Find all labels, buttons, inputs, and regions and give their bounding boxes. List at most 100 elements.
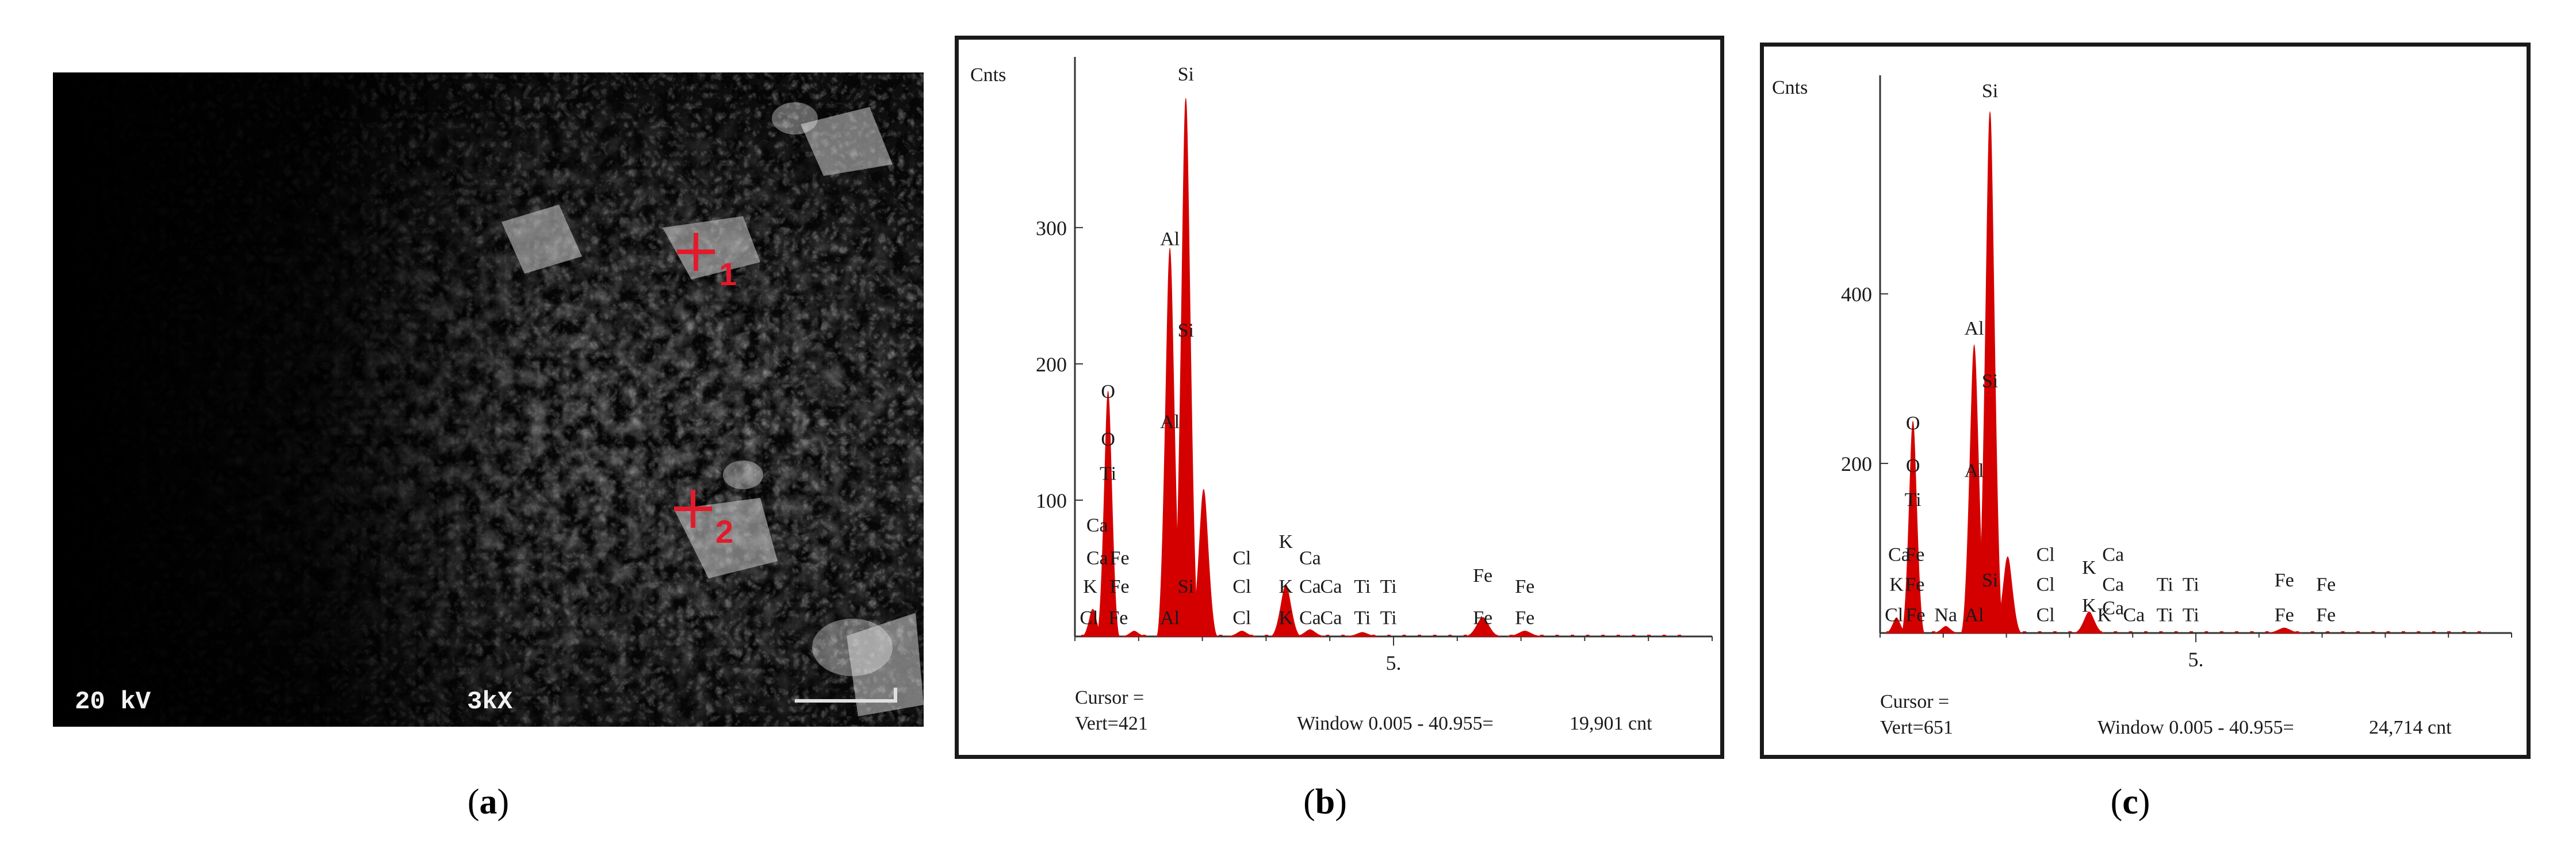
- window-label: Window 0.005 - 40.955=: [1297, 713, 1494, 734]
- element-label: Fe: [1473, 608, 1492, 629]
- element-label: Cl: [2037, 604, 2055, 626]
- element-label: Fe: [1110, 547, 1130, 569]
- eds-spectrum-c: 200 400 Cnts 5. Si Al Si Al O O Ti Ca Fe K Fe Cl Fe Na Al S…: [1760, 43, 2531, 759]
- vert-label: Vert=421: [1075, 713, 1148, 734]
- count-label: 24,714 cnt: [2369, 717, 2452, 738]
- element-label: Ti: [1354, 608, 1371, 629]
- element-label: Al: [1965, 604, 1984, 626]
- element-label: K: [2082, 595, 2096, 616]
- element-label: K: [2097, 604, 2112, 626]
- vert-label: Vert=651: [1880, 717, 1953, 738]
- element-label: Ca: [1086, 515, 1108, 536]
- cursor-label: Cursor =: [1075, 687, 1144, 708]
- spectrum-peak: [1270, 584, 1302, 637]
- element-label: Ca: [2102, 598, 2124, 619]
- sem-micrograph: 1 2 20 kV 3kX: [53, 72, 924, 727]
- element-label: Al: [1965, 461, 1984, 482]
- element-label: Ca: [2102, 544, 2124, 566]
- caption-c: (c): [2110, 782, 2150, 822]
- element-label: Cl: [2037, 544, 2055, 566]
- spectrum-peak: [1122, 631, 1147, 637]
- caption-b: (b): [1303, 782, 1347, 822]
- element-label: Cl: [1885, 604, 1903, 626]
- x-tick-label: 5.: [2188, 648, 2204, 671]
- element-label: Ti: [1905, 489, 1922, 511]
- element-label: K: [1889, 574, 1904, 595]
- point-label-1: 1: [719, 256, 737, 292]
- element-label: Al: [1160, 608, 1180, 629]
- element-label: Ti: [2183, 574, 2199, 595]
- element-label: Fe: [1905, 574, 1924, 595]
- element-label: K: [1279, 608, 1293, 629]
- element-label: Fe: [1905, 604, 1925, 626]
- element-label: Fe: [1108, 608, 1128, 629]
- spectrum-peak: [1096, 390, 1120, 637]
- element-label: Fe: [2316, 574, 2336, 595]
- element-label: O: [1101, 381, 1115, 402]
- y-tick-label: 200: [1841, 452, 1872, 475]
- spectrum-peak: [1189, 489, 1218, 637]
- element-label: K: [1279, 531, 1293, 553]
- x-tick-label: 5.: [1386, 651, 1402, 674]
- element-label: Ti: [2157, 574, 2173, 595]
- spectrum-peak: [1294, 629, 1326, 637]
- spectrum-peak: [1345, 632, 1379, 637]
- element-label: Si: [1982, 570, 1998, 591]
- element-label: Al: [1965, 318, 1984, 339]
- element-label: Fe: [1473, 565, 1492, 586]
- element-label: Al: [1160, 411, 1180, 432]
- element-label: O: [1101, 429, 1115, 450]
- caption-a: (a): [467, 782, 510, 822]
- element-label: Fe: [1515, 608, 1534, 629]
- y-tick-label: 400: [1841, 283, 1872, 306]
- element-label: Ca: [1320, 608, 1342, 629]
- element-label: Ca: [1086, 547, 1108, 569]
- sem-image: 1 2: [53, 72, 924, 727]
- magnification-label: 3kX: [467, 688, 513, 716]
- spectrum-peak: [2266, 627, 2302, 634]
- y-tick-label: 300: [1036, 217, 1067, 240]
- point-marker-2: [674, 490, 712, 528]
- element-label: Fe: [1515, 576, 1534, 597]
- element-label: K: [1083, 576, 1097, 597]
- element-label: Na: [1934, 604, 1957, 626]
- element-label: Si: [1982, 370, 1998, 392]
- element-label: Ca: [1888, 544, 1910, 566]
- element-label: Cl: [2037, 574, 2055, 595]
- element-label: Cl: [1233, 576, 1251, 597]
- element-label: Cl: [1233, 608, 1251, 629]
- spectrum-peak: [1506, 631, 1544, 637]
- element-label: Fe: [2316, 604, 2336, 626]
- element-label: Cl: [1080, 608, 1098, 629]
- element-label: Ca: [1299, 608, 1321, 629]
- element-label: Ti: [2183, 604, 2199, 626]
- element-label: Ti: [1354, 576, 1371, 597]
- point-label-2: 2: [715, 513, 733, 550]
- element-label: Si: [1178, 576, 1194, 597]
- voltage-label: 20 kV: [75, 688, 151, 716]
- element-label: Ca: [1320, 576, 1342, 597]
- count-label: 19,901 cnt: [1570, 713, 1652, 734]
- spectrum-peak: [1976, 111, 2004, 634]
- element-label: K: [1279, 576, 1293, 597]
- window-label: Window 0.005 - 40.955=: [2097, 717, 2294, 738]
- element-label: O: [1906, 413, 1920, 434]
- element-label: Ca: [2123, 604, 2145, 626]
- spectrum-peak: [1933, 626, 1959, 634]
- element-label: Ti: [1380, 576, 1397, 597]
- element-label: Si: [1982, 80, 1998, 102]
- spectrum-peak: [1901, 420, 1925, 634]
- element-label: Si: [1178, 64, 1194, 85]
- element-label: Ti: [2157, 604, 2173, 626]
- element-label: Fe: [1905, 544, 1924, 566]
- element-label: Ca: [2102, 574, 2124, 595]
- element-label: Ca: [1299, 576, 1321, 597]
- spectrum-peak: [1464, 617, 1501, 637]
- eds-spectrum-b: 100 200 300 Cnts 5. Si Al Si Al O O Ti Ca Ca Fe K Fe Cl Fe…: [955, 36, 1724, 759]
- element-label: Si: [1178, 320, 1194, 341]
- scale-bar: [795, 699, 896, 703]
- cursor-label: Cursor =: [1880, 691, 1949, 712]
- spectrum-peak: [1993, 556, 2022, 634]
- element-label: Fe: [2275, 570, 2294, 591]
